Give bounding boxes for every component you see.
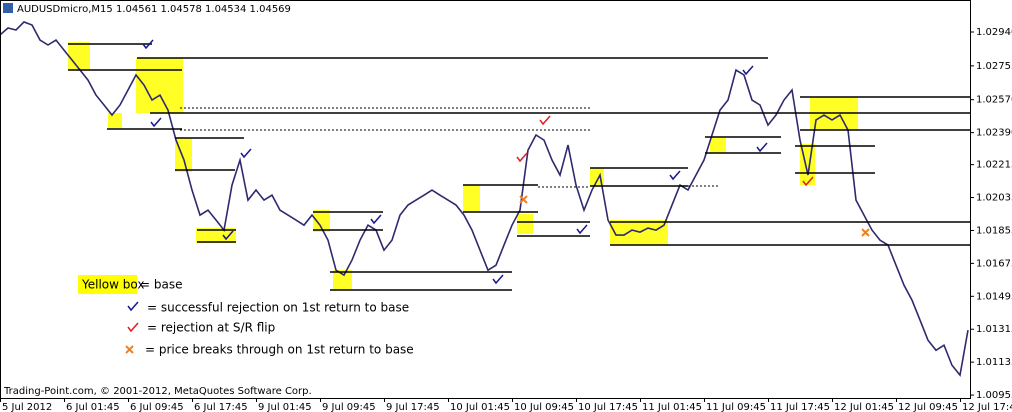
chart-title: AUDUSDmicro,M15 1.04561 1.04578 1.04534 … <box>17 4 291 15</box>
check-blue <box>150 117 162 128</box>
check-blue <box>742 65 754 76</box>
check-blue <box>492 274 504 285</box>
check-red <box>539 115 551 126</box>
y-tick-label: 1.01495 <box>976 291 1012 302</box>
y-tick-label: 1.01855 <box>976 225 1012 236</box>
y-tick-label: 1.02390 <box>976 128 1012 139</box>
y-tick-label: 1.01135 <box>976 357 1012 368</box>
base-box <box>333 270 352 290</box>
y-tick-label: 1.01315 <box>976 324 1012 335</box>
base-box <box>517 214 533 234</box>
legend-text: = rejection at S/R flip <box>147 321 275 335</box>
x-tick-label: 6 Jul 01:45 <box>66 402 120 412</box>
cross-orange <box>519 195 528 204</box>
base-box <box>108 113 122 128</box>
x-tick-label: 10 Jul 01:45 <box>450 402 510 412</box>
legend-text: = base <box>140 278 182 292</box>
check-blue <box>142 39 154 50</box>
check-red <box>802 176 814 187</box>
x-tick-label: 6 Jul 17:45 <box>194 402 248 412</box>
y-tick-label: 1.01675 <box>976 258 1012 269</box>
x-tick-label: 10 Jul 09:45 <box>514 402 574 412</box>
markers <box>142 39 870 285</box>
footer: Trading-Point.com, © 2001-2012, MetaQuot… <box>3 386 312 397</box>
y-tick-label: 1.02570 <box>976 95 1012 106</box>
price-layer <box>0 21 969 378</box>
symbol-icon <box>3 3 13 13</box>
x-tick-label: 10 Jul 17:45 <box>578 402 638 412</box>
base-box <box>463 185 480 212</box>
y-tick-label: 1.02940 <box>976 27 1012 38</box>
x-tick-label: 6 Jul 09:45 <box>130 402 184 412</box>
legend-text: = successful rejection on 1st return to … <box>147 301 409 315</box>
check-blue <box>756 142 768 153</box>
y-tick-label: 1.02035 <box>976 193 1012 204</box>
base-box <box>313 210 330 232</box>
x-tick-label: 11 Jul 09:45 <box>706 402 766 412</box>
x-tick-label: 12 Jul 01:45 <box>834 402 894 412</box>
x-tick-label: 11 Jul 01:45 <box>642 402 702 412</box>
check-blue <box>222 230 234 241</box>
notes-legend: Yellow box = base = successful rejection… <box>78 275 414 357</box>
check-blue <box>576 224 588 235</box>
legend-check-blue <box>127 301 139 312</box>
check-red <box>516 152 528 163</box>
y-tick-label: 1.02215 <box>976 160 1012 171</box>
legend-check-red <box>127 322 139 333</box>
y-tick-label: 1.02755 <box>976 61 1012 72</box>
check-blue <box>240 148 252 159</box>
cross-orange <box>861 228 870 237</box>
x-tick-label: 12 Jul 17:45 <box>962 402 1012 412</box>
base-box <box>68 42 90 70</box>
x-tick-label: 9 Jul 01:45 <box>258 402 312 412</box>
x-tick-label: 9 Jul 09:45 <box>322 402 376 412</box>
x-tick-label: 12 Jul 09:45 <box>898 402 958 412</box>
legend-text: Yellow box <box>81 278 144 292</box>
x-tick-label: 9 Jul 17:45 <box>386 402 440 412</box>
plot-frame <box>0 0 971 399</box>
base-box <box>710 138 726 153</box>
x-tick-label: 5 Jul 2012 <box>2 402 52 412</box>
base-box <box>136 58 183 113</box>
check-blue <box>370 214 382 225</box>
legend-text: = price breaks through on 1st return to … <box>145 343 414 357</box>
check-blue <box>669 170 681 181</box>
x-tick-label: 11 Jul 17:45 <box>770 402 830 412</box>
price-line <box>0 21 969 378</box>
legend-cross <box>125 345 134 354</box>
sr-levels <box>68 43 970 291</box>
legend-swatch <box>78 275 137 294</box>
